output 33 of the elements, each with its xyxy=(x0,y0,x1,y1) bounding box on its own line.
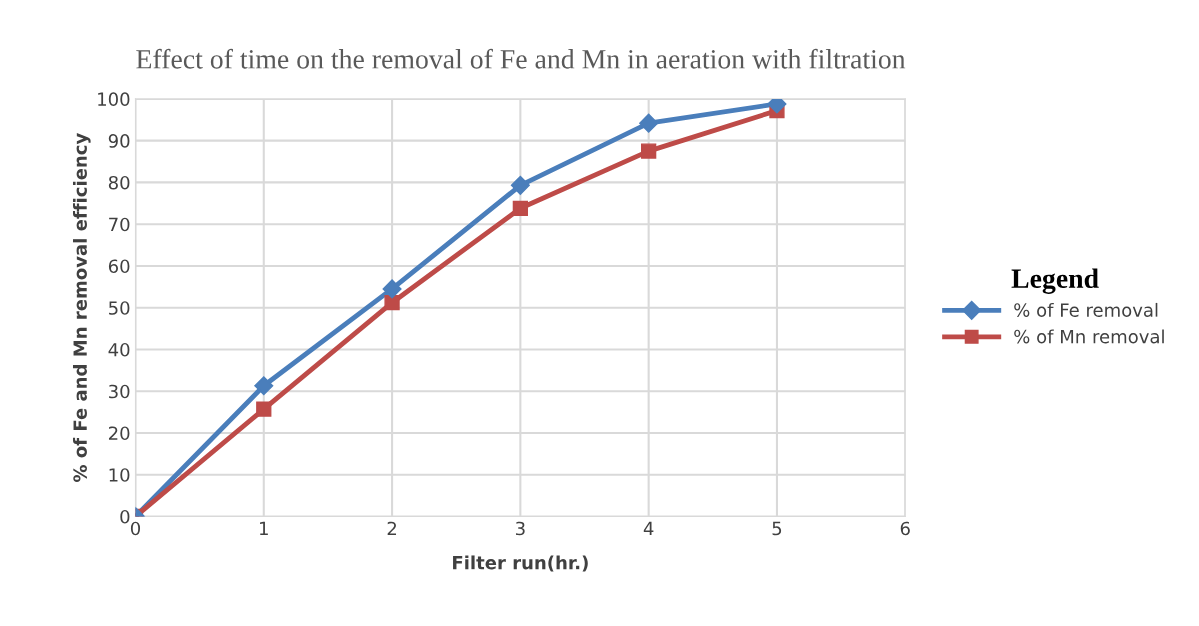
point xyxy=(641,143,657,159)
point xyxy=(512,200,529,216)
y-tick-label: 80 xyxy=(108,175,130,190)
x-tick-label: 3 xyxy=(516,521,525,536)
x-tick-label: 4 xyxy=(643,521,654,536)
y-axis-title: % of Fe and Mn removal efficiency xyxy=(72,133,91,483)
x-tick-label: 1 xyxy=(260,521,268,536)
point xyxy=(382,279,402,299)
point xyxy=(639,113,659,133)
y-tick-label: 20 xyxy=(108,426,130,441)
point xyxy=(254,376,274,396)
point xyxy=(767,98,787,114)
y-tick-label: 30 xyxy=(109,384,130,399)
legend-label: % of Fe removal xyxy=(1014,302,1158,317)
y-tick-label: 60 xyxy=(108,259,130,274)
chart-title: Effect of time on the removal of Fe and Mn in aeration with filtration xyxy=(136,48,906,69)
y-tick-label: 0 xyxy=(120,509,130,524)
point xyxy=(510,175,530,195)
x-axis-title: Filter run(hr.) xyxy=(453,555,588,572)
y-tick-label: 90 xyxy=(108,134,130,148)
y-tick-label: 40 xyxy=(108,342,130,357)
x-tick-label: 5 xyxy=(772,521,782,536)
point xyxy=(256,401,272,417)
legend-label: % of Mn removal xyxy=(1014,329,1164,344)
legend-title: Legend xyxy=(1011,268,1099,294)
y-tick-label: 10 xyxy=(109,468,130,482)
x-tick-label: 6 xyxy=(900,521,910,536)
x-tick-label: 0 xyxy=(130,521,141,536)
y-tick-label: 70 xyxy=(109,217,130,232)
y-tick-label: 50 xyxy=(109,301,130,315)
y-tick-label: 100 xyxy=(98,92,130,107)
x-tick-label: 2 xyxy=(387,521,397,536)
point xyxy=(384,295,400,311)
